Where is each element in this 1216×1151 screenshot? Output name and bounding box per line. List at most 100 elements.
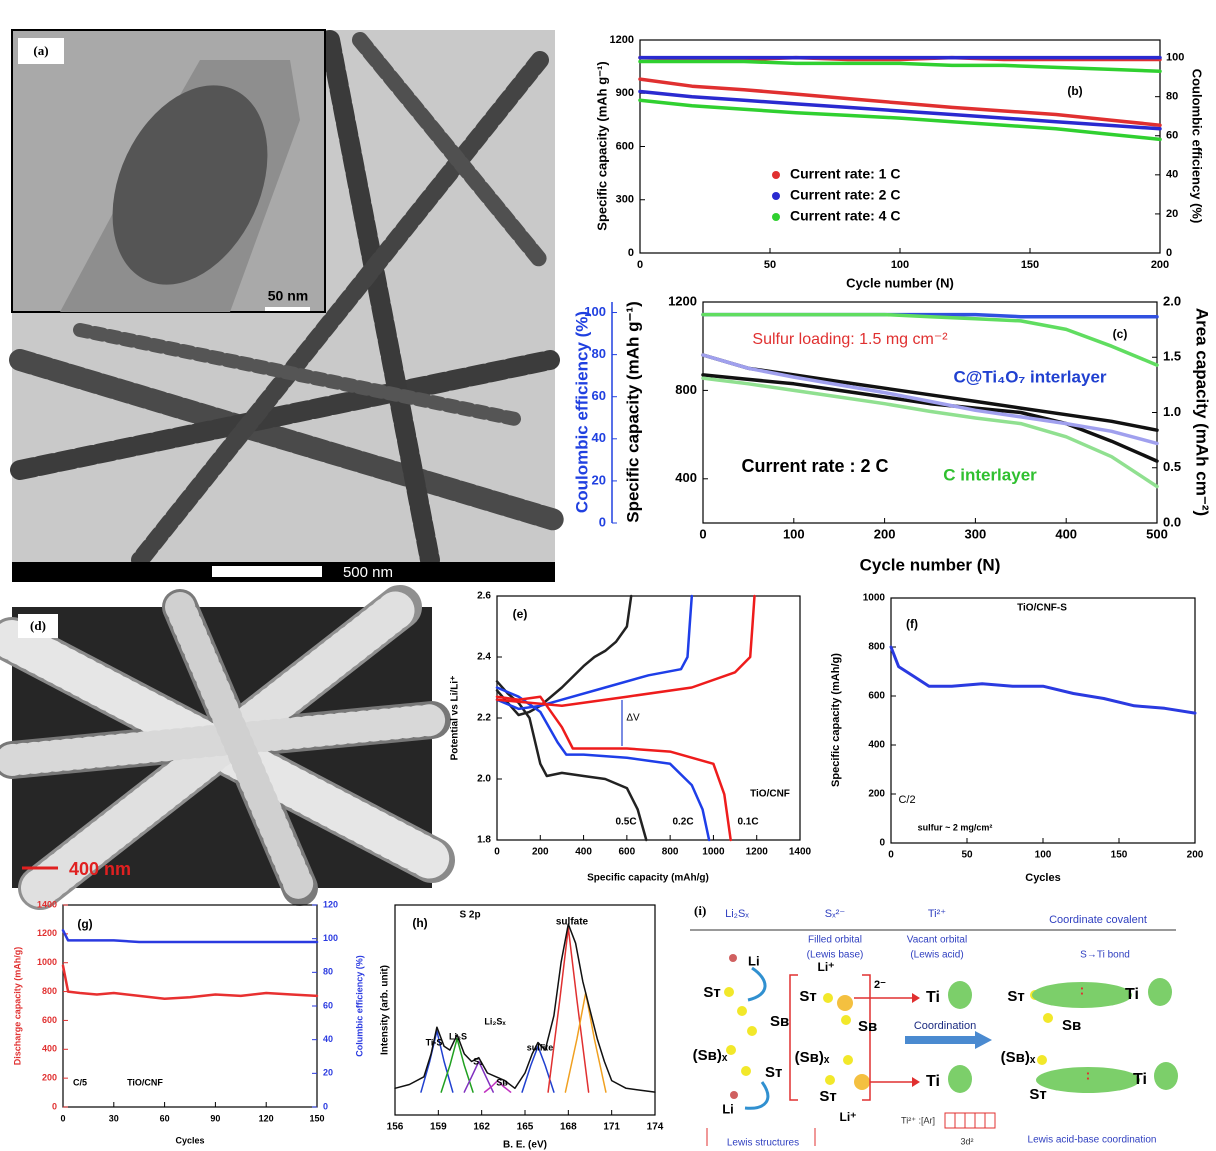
x-tick-label: 120 — [259, 1113, 274, 1123]
y2-tick-label: 40 — [323, 1034, 333, 1044]
x-tick-label: 0 — [494, 847, 500, 858]
series-line — [61, 964, 319, 1001]
x-tick-label: 50 — [961, 850, 973, 861]
atom: Ti — [1125, 986, 1139, 1003]
y-tick-label: 1000 — [863, 593, 886, 604]
series-line — [638, 89, 1162, 131]
legend-label: Current rate: 4 C — [790, 208, 900, 224]
y2-axis-label: Columbic efficiency (%) — [354, 955, 364, 1057]
series-line — [638, 98, 1162, 142]
y-tick-label: 400 — [868, 740, 885, 751]
orbital-label: 3d² — [960, 1136, 973, 1146]
note: S→Ti bond — [1080, 950, 1130, 961]
atom: Li⁺ — [840, 1110, 857, 1124]
atom: Li⁺ — [818, 960, 835, 974]
annotation: Ti-S — [426, 1037, 443, 1047]
lone-pair — [837, 995, 853, 1011]
annotation: C@Ti₄O₇ interlayer — [953, 367, 1106, 386]
panel-label: (d) — [30, 618, 46, 633]
scale-label: 500 nm — [343, 564, 393, 581]
fiber — [320, 30, 440, 570]
annotation: Li₂Sₓ — [484, 1016, 506, 1026]
x-tick-label: 0 — [888, 850, 894, 861]
y-axis-label: Intensity (arb. unit) — [380, 965, 391, 1055]
y2-tick-label: 20 — [1166, 208, 1178, 220]
x-axis-label: Cycles — [1025, 872, 1060, 884]
annotation: TiO/CNF — [750, 789, 790, 800]
x-tick-label: 500 — [1146, 526, 1168, 541]
atom: Sʙ — [1062, 1017, 1081, 1034]
x-tick-label: 100 — [891, 259, 909, 271]
electron-config: Ti²⁺ :[Ar] — [901, 1115, 935, 1125]
orbital-box — [944, 1112, 956, 1129]
label-box — [18, 38, 64, 64]
plot-frame — [62, 904, 318, 1108]
orbital-lobe — [948, 1065, 972, 1093]
arrow-head — [912, 1077, 920, 1087]
orbital-lobe — [1154, 1062, 1178, 1090]
bracket — [789, 974, 871, 1101]
legend-label: Current rate: 2 C — [790, 187, 900, 203]
y-tick-label: 2.0 — [477, 774, 491, 785]
annotation: TiO/CNF — [127, 1077, 163, 1087]
y-tick-label: 800 — [675, 382, 697, 397]
y2-tick-label: 0.5 — [1163, 459, 1181, 474]
y-tick-label: 2.2 — [477, 713, 491, 724]
atom: Sᴛ — [799, 988, 816, 1005]
x-tick-label: 1200 — [746, 847, 769, 858]
fiber — [352, 32, 548, 268]
x-tick-label: 400 — [575, 847, 592, 858]
y3-tick-label: 40 — [592, 430, 606, 445]
annotation: sulfur ~ 2 mg/cm² — [918, 822, 993, 832]
y2-tick-label: 2.0 — [1163, 293, 1181, 308]
bond-orbital — [1036, 1067, 1140, 1093]
arrow-head — [912, 993, 920, 1003]
x-axis-label: Cycle number (N) — [846, 275, 954, 290]
atom: (Sʙ)ₓ — [693, 1047, 728, 1064]
x-tick-label: 162 — [473, 1122, 490, 1133]
x-tick-label: 171 — [603, 1122, 620, 1133]
inset-scale-bar — [265, 307, 310, 311]
panel-label: (g) — [77, 917, 92, 931]
x-tick-label: 200 — [1187, 850, 1204, 861]
y-tick-label: 900 — [616, 87, 634, 99]
particles — [165, 592, 315, 903]
annotation: C/2 — [898, 794, 915, 806]
annotation: sulfite — [527, 1042, 554, 1052]
curved-arrow — [747, 966, 767, 1002]
x-tick-label: 150 — [1021, 259, 1039, 271]
fiber — [73, 323, 527, 427]
atom: Sᴛ — [765, 1064, 782, 1081]
x-tick-label: 30 — [109, 1113, 119, 1123]
x-tick-label: 159 — [430, 1122, 447, 1133]
atom-dot — [823, 993, 833, 1003]
atom: Sᴛ — [1029, 1086, 1046, 1103]
legend-marker — [772, 192, 780, 200]
y-axis-label: Discharge capacity (mAh/g) — [12, 947, 22, 1066]
atom-dot — [737, 1006, 747, 1016]
note: Filled orbital — [808, 935, 862, 946]
x-tick-label: 200 — [532, 847, 549, 858]
footer: Lewis acid-base coordination — [1028, 1135, 1157, 1146]
y-tick-label: 200 — [868, 789, 885, 800]
x-tick-label: 100 — [1035, 850, 1052, 861]
orbital-lobe — [1148, 978, 1172, 1006]
y-tick-label: 400 — [675, 470, 697, 485]
atom: Sᴛ — [1007, 988, 1024, 1005]
orbital-boxes — [944, 1112, 996, 1129]
series-line — [495, 594, 633, 717]
annotation: Sʙ — [496, 1077, 508, 1087]
y-axis-label: Potential vs Li/Li⁺ — [450, 676, 461, 761]
atom: Ti — [1133, 1071, 1147, 1088]
x-tick-label: 800 — [662, 847, 679, 858]
panel-label: (i) — [694, 903, 706, 918]
scale-bar — [212, 566, 322, 577]
y-tick-label: 2.6 — [477, 591, 491, 602]
annotation: ΔV — [626, 713, 640, 724]
atom: Ti — [926, 1073, 940, 1090]
legend-label: Current rate: 1 C — [790, 166, 900, 182]
y-tick-label: 600 — [42, 1015, 57, 1025]
y-axis-label: Specific capacity (mAh g⁻¹) — [623, 301, 642, 523]
y3-tick-label: 60 — [592, 388, 606, 403]
